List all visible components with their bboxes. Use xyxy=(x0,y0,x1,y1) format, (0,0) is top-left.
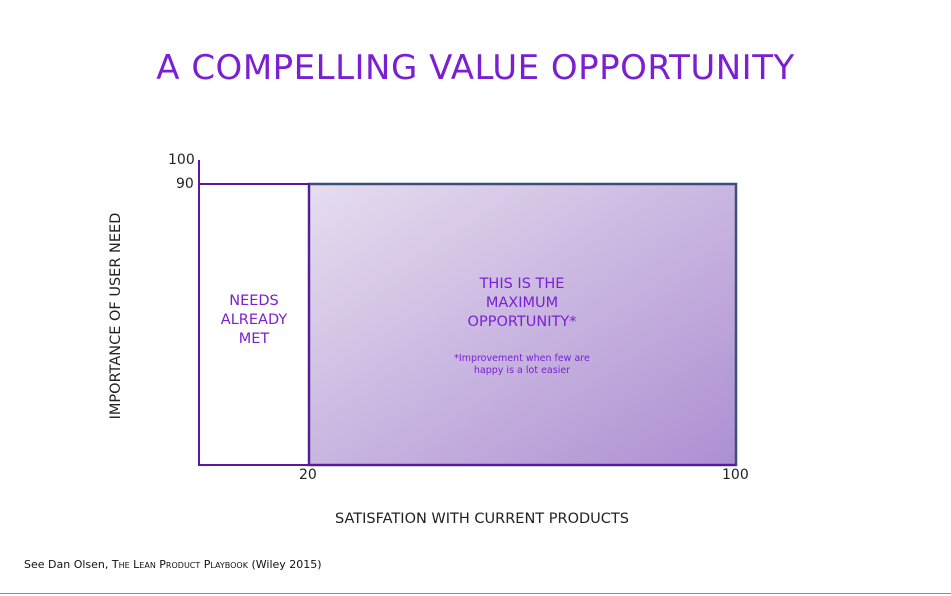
x-tick-100: 100 xyxy=(722,467,749,483)
citation-suffix: (Wiley 2015) xyxy=(247,558,322,571)
opportunity-line: MAXIMUM xyxy=(485,295,559,311)
needs-met-line: MET xyxy=(238,331,270,347)
y-tick-100: 100 xyxy=(168,152,195,168)
opportunity-line: THIS IS THE xyxy=(479,276,565,292)
x-axis-label: SATISFATION WITH CURRENT PRODUCTS xyxy=(335,511,629,527)
opportunity-line: OPPORTUNITY* xyxy=(467,314,577,330)
opportunity-region xyxy=(307,182,738,467)
y-tick-90: 90 xyxy=(176,176,194,192)
needs-met-label: NEEDS ALREADY MET xyxy=(199,292,309,349)
citation-book-title: The Lean Product Playbook xyxy=(111,558,248,571)
slide-title: A COMPELLING VALUE OPPORTUNITY xyxy=(156,48,795,88)
opportunity-footnote: *Improvement when few are happy is a lot… xyxy=(422,353,622,377)
bottom-divider xyxy=(0,593,951,594)
footnote-line: *Improvement when few are xyxy=(454,353,590,364)
citation-prefix: See Dan Olsen, xyxy=(24,558,112,571)
citation: See Dan Olsen, The Lean Product Playbook… xyxy=(24,558,322,571)
needs-met-line: NEEDS xyxy=(229,293,279,309)
opportunity-label: THIS IS THE MAXIMUM OPPORTUNITY* xyxy=(422,275,622,332)
x-tick-20: 20 xyxy=(299,467,317,483)
needs-met-line: ALREADY xyxy=(220,312,288,328)
footnote-line: happy is a lot easier xyxy=(473,365,571,376)
y-axis-label: IMPORTANCE OF USER NEED xyxy=(108,212,124,420)
